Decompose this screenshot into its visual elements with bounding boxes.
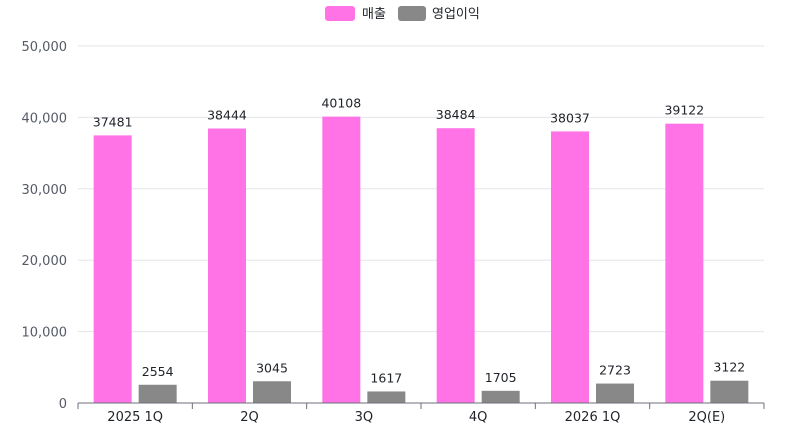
x-category-label: 4Q bbox=[469, 410, 488, 425]
legend: 매출 영업이익 bbox=[325, 6, 480, 22]
data-label: 38444 bbox=[207, 108, 247, 123]
gridlines bbox=[78, 45, 764, 333]
y-axis: 0 10,000 20,000 30,000 40,000 50,000 bbox=[22, 40, 68, 412]
data-label: 3045 bbox=[256, 360, 288, 375]
bar-revenue[interactable] bbox=[665, 123, 704, 404]
y-tick-label: 20,000 bbox=[22, 254, 68, 269]
bars bbox=[93, 116, 749, 404]
data-label: 2554 bbox=[142, 364, 174, 379]
legend-swatch-0[interactable] bbox=[325, 6, 355, 21]
x-category-label: 2026 1Q bbox=[565, 410, 621, 425]
y-tick-label: 0 bbox=[59, 397, 67, 412]
data-label: 40108 bbox=[321, 96, 361, 111]
data-label: 38484 bbox=[436, 107, 476, 122]
data-label: 2723 bbox=[599, 363, 631, 378]
y-tick-label: 40,000 bbox=[22, 111, 68, 126]
x-category-label: 2Q bbox=[240, 410, 259, 425]
y-tick-label: 30,000 bbox=[22, 183, 68, 198]
bar-operating-profit[interactable] bbox=[710, 380, 749, 403]
legend-label-1[interactable]: 영업이익 bbox=[432, 7, 480, 22]
data-label: 1617 bbox=[370, 370, 402, 385]
x-category-label: 3Q bbox=[355, 410, 374, 425]
legend-label-0[interactable]: 매출 bbox=[362, 7, 386, 22]
data-label: 3122 bbox=[713, 360, 745, 375]
data-label: 39122 bbox=[664, 103, 704, 118]
bar-operating-profit[interactable] bbox=[138, 384, 177, 403]
x-category-label: 2Q(E) bbox=[688, 410, 725, 425]
y-tick-label: 50,000 bbox=[22, 40, 68, 55]
bar-operating-profit[interactable] bbox=[367, 391, 406, 403]
data-label: 38037 bbox=[550, 110, 590, 125]
bar-revenue[interactable] bbox=[208, 128, 246, 404]
y-tick-label: 10,000 bbox=[22, 326, 68, 341]
bar-operating-profit[interactable] bbox=[253, 381, 291, 403]
x-category-label: 2025 1Q bbox=[107, 410, 163, 425]
bar-revenue[interactable] bbox=[322, 116, 361, 404]
data-labels: 37481 2554 38444 3045 40108 1617 38484 1705 3803… bbox=[93, 96, 745, 386]
legend-swatch-1[interactable] bbox=[398, 6, 426, 21]
bar-revenue[interactable] bbox=[436, 128, 475, 403]
bar-revenue[interactable] bbox=[93, 135, 132, 403]
data-label: 1705 bbox=[485, 370, 517, 385]
bar-operating-profit[interactable] bbox=[481, 390, 520, 403]
data-label: 37481 bbox=[93, 114, 133, 129]
x-axis: 2025 1Q 2Q 3Q 4Q 2026 1Q 2Q(E) bbox=[77, 402, 765, 425]
bar-revenue[interactable] bbox=[551, 131, 589, 403]
bar-operating-profit[interactable] bbox=[596, 383, 634, 403]
